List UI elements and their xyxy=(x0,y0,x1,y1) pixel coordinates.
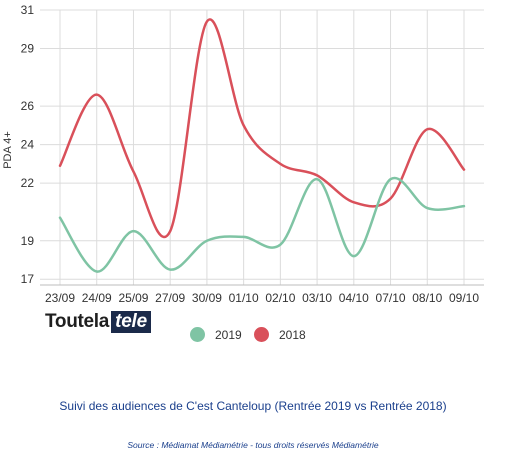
y-tick-label: 26 xyxy=(21,99,35,113)
x-tick-label: 01/10 xyxy=(229,291,259,305)
x-tick-label: 24/09 xyxy=(82,291,112,305)
x-tick-label: 09/10 xyxy=(449,291,479,305)
legend-item-2019: 2019 xyxy=(190,327,242,342)
source-note: Source : Médiamat Médiamétrie - tous dro… xyxy=(127,440,379,450)
y-tick-label: 24 xyxy=(21,138,35,152)
y-axis-label: PDA 4+ xyxy=(2,131,14,169)
legend-item-2018: 2018 xyxy=(254,327,306,342)
logo-box-text: tele xyxy=(111,311,152,333)
x-tick-label: 03/10 xyxy=(302,291,332,305)
y-tick-label: 31 xyxy=(21,3,35,17)
toutelatele-logo: Toutela tele xyxy=(45,311,152,333)
chart-caption: Suivi des audiences de C'est Canteloup (… xyxy=(59,399,447,413)
x-tick-label: 07/10 xyxy=(376,291,406,305)
legend-label-2019: 2019 xyxy=(215,327,242,342)
y-axis: 17 19 22 24 26 29 31 xyxy=(21,3,35,286)
x-tick-label: 02/10 xyxy=(265,291,295,305)
x-tick-label: 04/10 xyxy=(339,291,369,305)
legend-swatch-2018 xyxy=(254,327,269,342)
logo-text: Toutela xyxy=(45,311,110,332)
x-tick-label: 23/09 xyxy=(45,291,75,305)
legend-label-2018: 2018 xyxy=(279,327,306,342)
x-axis: 23/09 24/09 25/09 27/09 30/09 01/10 02/10 03/10… xyxy=(45,291,479,305)
y-tick-label: 29 xyxy=(21,41,35,55)
x-tick-label: 30/09 xyxy=(192,291,222,305)
y-tick-label: 17 xyxy=(21,272,35,286)
series-line-2018 xyxy=(58,18,466,239)
y-tick-label: 22 xyxy=(21,176,35,190)
series-line-2019 xyxy=(58,176,466,273)
y-tick-label: 19 xyxy=(21,234,35,248)
x-tick-label: 27/09 xyxy=(155,291,185,305)
x-tick-label: 08/10 xyxy=(412,291,442,305)
line-chart: 17 19 22 24 26 29 31 23/09 24/09 25/09 27/09 30/09… xyxy=(2,3,484,305)
series-lines xyxy=(58,18,466,273)
x-tick-label: 25/09 xyxy=(118,291,148,305)
legend-swatch-2019 xyxy=(190,327,205,342)
chart-grid xyxy=(40,9,484,286)
